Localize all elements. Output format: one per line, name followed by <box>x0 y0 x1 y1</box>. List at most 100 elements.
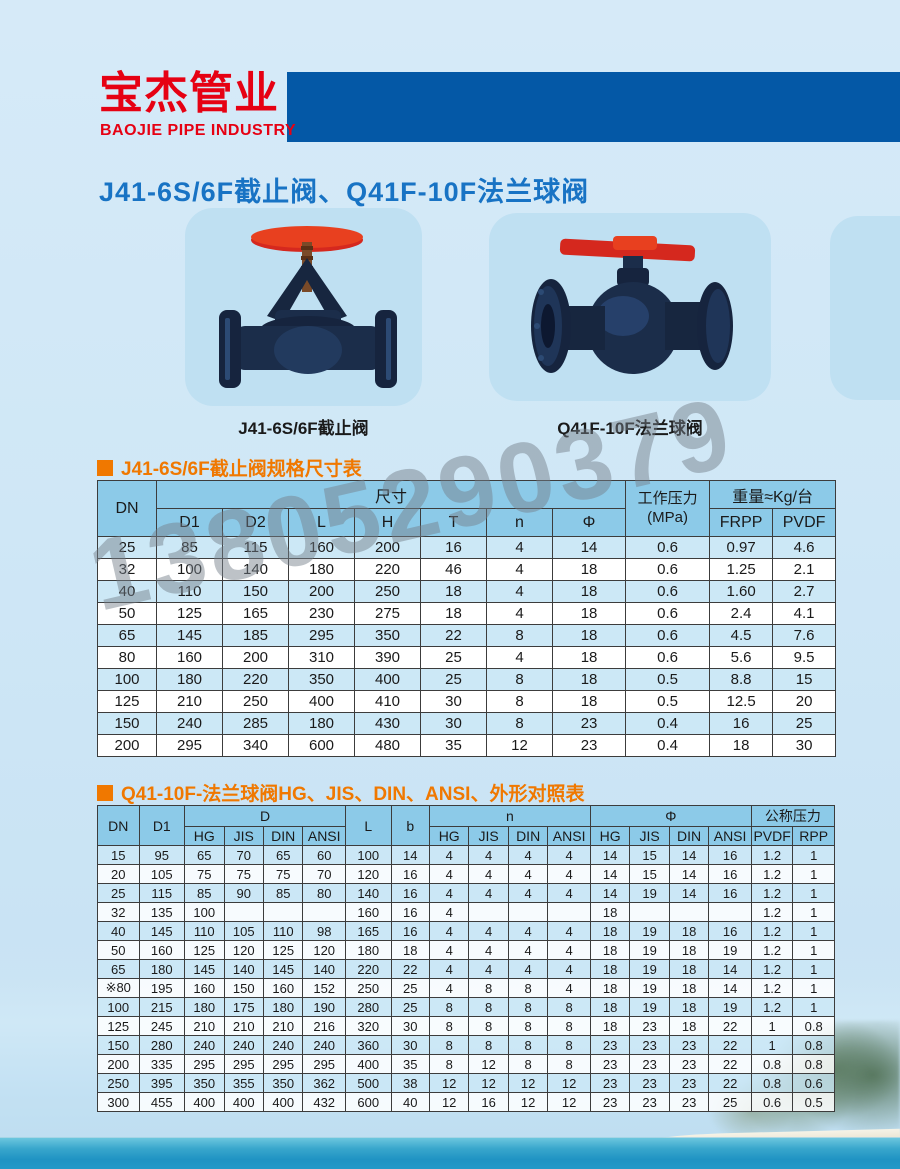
table-cell: 200 <box>222 646 289 669</box>
table-cell: 150 <box>97 1035 140 1055</box>
table-cell: 85 <box>262 883 304 903</box>
table-cell: 100 <box>184 902 225 922</box>
table-cell: 1.2 <box>750 997 794 1017</box>
table-cell: 22 <box>708 1054 752 1074</box>
table-row: 100 215 180 175 180 190 280 25 8 8 8 8 18 19 18 19 1.2 1 <box>97 997 835 1017</box>
column-header-d1: D1 <box>138 805 186 846</box>
table-cell: 4 <box>468 864 509 884</box>
table-cell: 4 <box>507 921 549 941</box>
table-cell: 18 <box>668 959 710 979</box>
table-row: 200 295 340 600 480 35 12 23 0.4 18 30 <box>97 734 837 757</box>
table-cell: 14 <box>668 883 710 903</box>
table-cell: 1.2 <box>750 883 794 903</box>
table-cell: 0.8 <box>750 1073 794 1093</box>
table-row: 80 160 200 310 390 25 4 18 0.6 5.6 9.5 <box>97 646 837 669</box>
table-cell: 25 <box>708 1092 752 1112</box>
table-cell: 8 <box>507 978 549 998</box>
table-cell: 18 <box>709 734 774 757</box>
table-cell: 1.2 <box>750 921 794 941</box>
table-cell: 0.97 <box>709 536 774 559</box>
table-row: 200 335 295 295 295 295 400 35 8 12 8 8 23 23 23 22 0.8 0… <box>97 1054 835 1074</box>
table-cell: 410 <box>354 690 421 713</box>
table-cell: 310 <box>288 646 355 669</box>
table-cell: 23 <box>629 1092 670 1112</box>
table-cell: 80 <box>97 646 157 669</box>
table-cell: 216 <box>302 1016 346 1036</box>
table-cell: 600 <box>288 734 355 757</box>
column-header-pressure-group: 公称压力 <box>750 805 836 827</box>
table-cell: 19 <box>629 978 670 998</box>
table-cell <box>668 902 710 922</box>
table-cell: 180 <box>156 668 223 691</box>
table-cell: 1 <box>792 921 835 941</box>
table-cell: 18 <box>551 668 627 691</box>
table-cell: 250 <box>97 1073 140 1093</box>
table-cell: 1 <box>750 1016 794 1036</box>
table-row: 250 395 350 355 350 362 500 38 12 12 12 12 23 23 23 22 0… <box>97 1073 835 1093</box>
table-cell <box>629 902 670 922</box>
table-cell: 180 <box>288 558 355 581</box>
table-cell: 4 <box>547 940 591 960</box>
table-cell: 12 <box>428 1092 470 1112</box>
table-cell: 4 <box>547 864 591 884</box>
header-blue-bar <box>287 72 900 142</box>
company-logo: 宝杰管业 <box>99 69 279 118</box>
table-cell: 4 <box>486 558 553 581</box>
table-cell: 8 <box>468 1035 509 1055</box>
column-header: DIN <box>668 826 710 846</box>
table-cell: 4 <box>547 921 591 941</box>
table-cell: 0.8 <box>792 1054 835 1074</box>
column-header: ANSI <box>302 826 346 846</box>
table-cell: 455 <box>138 1092 186 1112</box>
table-cell: 23 <box>629 1016 670 1036</box>
table-cell <box>708 902 752 922</box>
table-cell: 160 <box>262 978 304 998</box>
table-cell: 23 <box>668 1054 710 1074</box>
table-row: 50 125 165 230 275 18 4 18 0.6 2.4 4.1 <box>97 602 837 625</box>
column-header: JIS <box>629 826 670 846</box>
table-cell: 350 <box>262 1073 304 1093</box>
table-cell: 9.5 <box>772 646 837 669</box>
table-cell: 18 <box>668 978 710 998</box>
table-cell: 4 <box>547 959 591 979</box>
table-cell: 98 <box>302 921 346 941</box>
table-cell: 8 <box>547 1035 591 1055</box>
table-cell: 125 <box>184 940 225 960</box>
column-header-d-group: D <box>184 805 346 827</box>
table-cell: 0.8 <box>792 1016 835 1036</box>
table-cell: 19 <box>629 959 670 979</box>
table-cell: 7.6 <box>772 624 837 647</box>
table-cell: 35 <box>390 1054 430 1074</box>
orange-square-bullet-icon <box>97 459 113 476</box>
column-header-n-group: n <box>428 805 591 827</box>
table-cell: 320 <box>344 1016 392 1036</box>
table-cell: 100 <box>97 668 157 691</box>
table-cell: 23 <box>629 1073 670 1093</box>
table-cell: 432 <box>302 1092 346 1112</box>
ball-valve-caption: Q41F-10F法兰球阀 <box>557 419 703 438</box>
table-cell: 350 <box>288 668 355 691</box>
table-cell: 23 <box>668 1073 710 1093</box>
table-cell: 4 <box>468 959 509 979</box>
table-row: 40 110 150 200 250 18 4 18 0.6 1.60 2.7 <box>97 580 837 603</box>
table-row: 125 210 250 400 410 30 8 18 0.5 12.5 20 <box>97 690 837 713</box>
table-cell: 355 <box>223 1073 264 1093</box>
table-cell: 1 <box>792 864 835 884</box>
globe-valve-spec-table: DN 尺寸 工作压力 (MPa) 重量≈Kg/台 D1 D2 L H T n Φ… <box>97 480 837 757</box>
table-cell: 30 <box>420 712 487 735</box>
table-cell <box>468 902 509 922</box>
table-row: 150 240 285 180 430 30 8 23 0.4 16 25 <box>97 712 837 735</box>
table-cell: 500 <box>344 1073 392 1093</box>
table-cell: 335 <box>138 1054 186 1074</box>
table-row: 100 180 220 350 400 25 8 18 0.5 8.8 15 <box>97 668 837 691</box>
table-cell: 85 <box>184 883 225 903</box>
table-cell: 4 <box>428 959 470 979</box>
table-cell: 295 <box>288 624 355 647</box>
table-cell: 14 <box>589 864 631 884</box>
table-cell: 65 <box>184 845 225 865</box>
table-cell: 1 <box>792 997 835 1017</box>
table-cell: 110 <box>156 580 223 603</box>
table-cell: 75 <box>223 864 264 884</box>
table-cell: 0.6 <box>792 1073 835 1093</box>
